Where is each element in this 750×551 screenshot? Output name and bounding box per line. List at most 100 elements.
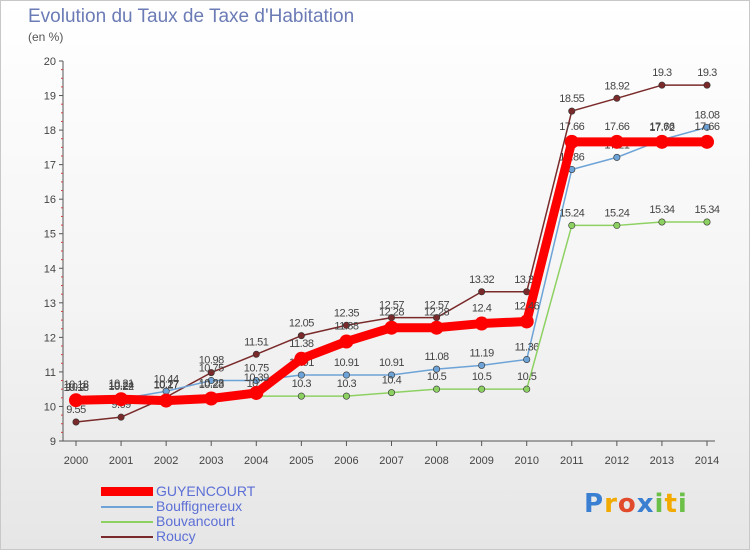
- x-tick-label: 2008: [424, 455, 448, 467]
- data-label: 10.75: [244, 363, 269, 375]
- data-label: 18.55: [559, 93, 584, 105]
- data-point: [568, 221, 576, 229]
- data-label: 17.72: [649, 122, 674, 134]
- x-tick-label: 2010: [514, 455, 538, 467]
- series-bouffignereux: 10.1810.2210.4410.7510.7510.9110.9110.91…: [63, 109, 720, 404]
- data-point: [297, 332, 305, 340]
- data-label: 10.2: [66, 382, 86, 394]
- y-tick-label: 16: [44, 194, 56, 206]
- data-label: 11.38: [289, 338, 314, 350]
- legend-label: Bouffignereux: [156, 498, 243, 514]
- data-point: [613, 94, 621, 102]
- data-label: 10.21: [109, 378, 134, 390]
- y-tick-label: 18: [44, 125, 56, 137]
- data-label: 17.66: [694, 121, 719, 133]
- legend-swatch: [101, 536, 153, 538]
- data-label: 10.27: [154, 379, 179, 391]
- legend-swatch: [101, 487, 153, 496]
- data-point: [613, 153, 621, 161]
- data-point: [249, 385, 264, 400]
- logo-letter: x: [636, 489, 655, 519]
- data-label: 10.3: [292, 378, 312, 390]
- data-label: 10.91: [379, 357, 404, 369]
- data-point: [339, 334, 354, 349]
- data-label: 17.66: [559, 121, 584, 133]
- data-label: 10.23: [199, 378, 224, 390]
- data-point: [523, 288, 531, 296]
- data-label: 12.4: [472, 303, 492, 315]
- data-label: 10.5: [427, 371, 447, 383]
- data-label: 11.51: [244, 336, 269, 348]
- data-label: 15.34: [649, 204, 674, 216]
- data-label: 12.57: [379, 300, 404, 312]
- data-label: 9.55: [66, 404, 86, 416]
- x-tick-label: 2005: [289, 455, 313, 467]
- data-point: [384, 320, 399, 335]
- data-point: [387, 371, 395, 379]
- data-label: 10.5: [472, 371, 492, 383]
- logo-letter: P: [584, 489, 605, 519]
- data-point: [252, 350, 260, 358]
- y-tick-label: 20: [44, 56, 56, 68]
- data-point: [159, 393, 174, 408]
- data-label: 10.24: [109, 380, 134, 392]
- data-label: 10.22: [109, 381, 134, 393]
- data-label: 15.34: [694, 204, 719, 216]
- logo-letter: i: [677, 489, 688, 519]
- logo-letter: t: [664, 489, 678, 519]
- x-tick-label: 2014: [695, 455, 719, 467]
- data-label: 10.18: [63, 379, 88, 391]
- y-tick-label: 15: [44, 229, 56, 241]
- data-point: [658, 81, 666, 89]
- legend-label: Bouvancourt: [156, 513, 235, 529]
- logo-letter: i: [654, 489, 665, 519]
- data-label: 15.24: [604, 207, 629, 219]
- y-tick-label: 13: [44, 298, 56, 310]
- x-tick-label: 2002: [154, 455, 178, 467]
- data-label: 12.35: [334, 307, 359, 319]
- legend-swatch: [101, 506, 153, 508]
- x-tick-label: 2011: [560, 455, 584, 467]
- data-label: 10.5: [517, 371, 537, 383]
- data-point: [294, 351, 309, 366]
- data-point: [703, 123, 711, 131]
- data-point: [564, 134, 579, 149]
- data-label: 18.92: [604, 80, 629, 92]
- data-label: 12.05: [289, 318, 314, 330]
- data-label: 10.44: [154, 373, 179, 385]
- data-label: 10.39: [244, 372, 269, 384]
- data-label: 10.75: [199, 363, 224, 375]
- legend-label: Roucy: [156, 528, 196, 544]
- data-point: [297, 371, 305, 379]
- data-label: 10.3: [337, 378, 357, 390]
- data-point: [429, 320, 444, 335]
- data-point: [703, 81, 711, 89]
- data-point: [478, 385, 486, 393]
- data-point: [387, 389, 395, 397]
- x-tick-label: 2006: [334, 455, 358, 467]
- data-point: [700, 134, 714, 149]
- data-point: [609, 134, 624, 149]
- data-point: [342, 371, 350, 379]
- legend-swatch: [101, 521, 153, 523]
- data-label: 11.36: [515, 341, 540, 353]
- x-tick-label: 2003: [199, 455, 223, 467]
- data-point: [474, 316, 489, 331]
- data-label: 10.18: [63, 382, 88, 394]
- data-point: [342, 321, 350, 329]
- data-point: [654, 134, 669, 149]
- data-point: [204, 391, 219, 406]
- data-label: 10.98: [199, 355, 224, 367]
- x-tick-label: 2012: [605, 455, 629, 467]
- data-point: [114, 392, 129, 407]
- logo-letter: o: [617, 489, 637, 519]
- data-point: [433, 365, 441, 373]
- data-label: 10.4: [382, 375, 402, 387]
- series-guyencourt: 10.18 10.21 10.17 10.23 10.39 11.38 11.88 12.28…: [63, 121, 720, 408]
- data-point: [523, 385, 531, 393]
- data-label: 11.19: [470, 347, 495, 359]
- y-tick-label: 17: [44, 160, 56, 172]
- data-point: [658, 218, 666, 226]
